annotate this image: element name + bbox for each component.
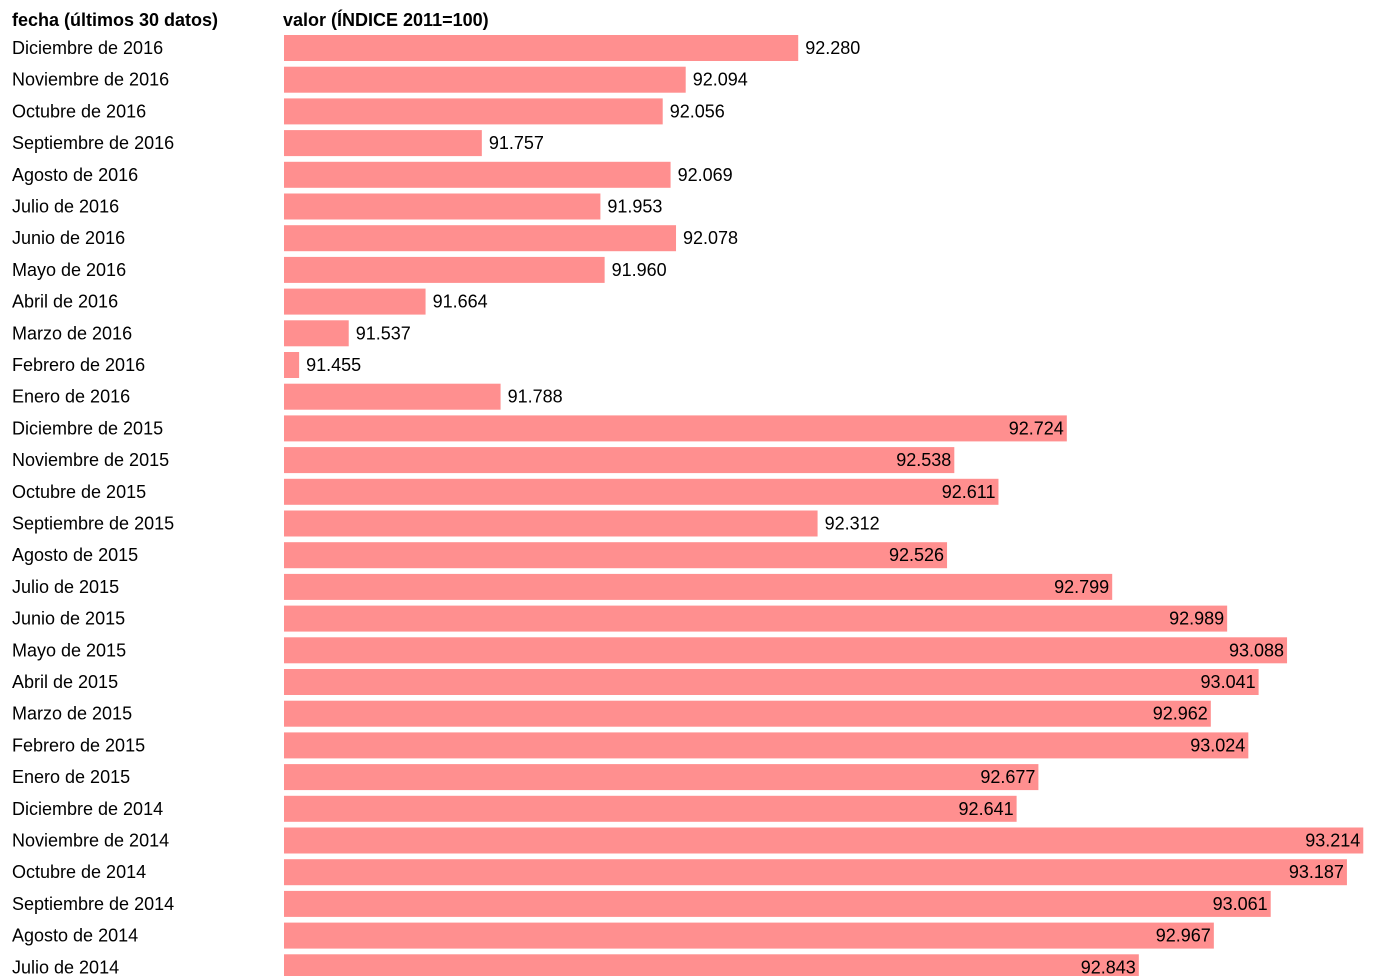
category-label: Marzo de 2015 <box>12 704 132 724</box>
category-label: Mayo de 2016 <box>12 260 126 280</box>
value-label: 92.989 <box>1169 609 1224 629</box>
category-label: Octubre de 2014 <box>12 862 146 882</box>
category-label: Marzo de 2016 <box>12 323 132 343</box>
bar <box>284 795 1017 822</box>
bar <box>284 573 1113 600</box>
bar <box>284 66 686 93</box>
value-label: 92.799 <box>1054 577 1109 597</box>
category-label: Junio de 2015 <box>12 609 125 629</box>
category-label: Diciembre de 2016 <box>12 38 163 58</box>
value-label: 93.187 <box>1289 862 1344 882</box>
bar <box>284 700 1211 727</box>
category-label: Febrero de 2015 <box>12 735 145 755</box>
category-label: Julio de 2015 <box>12 577 119 597</box>
value-label: 93.041 <box>1201 672 1256 692</box>
value-label: 92.538 <box>896 450 951 470</box>
bar <box>284 827 1364 854</box>
category-label: Agosto de 2015 <box>12 545 138 565</box>
value-label: 93.024 <box>1190 735 1245 755</box>
category-label: Agosto de 2014 <box>12 926 138 946</box>
bar <box>284 415 1067 442</box>
bar <box>284 320 349 347</box>
bar <box>284 130 482 157</box>
category-label: Septiembre de 2014 <box>12 894 174 914</box>
category-label: Mayo de 2015 <box>12 640 126 660</box>
bar <box>284 669 1259 695</box>
value-label: 91.953 <box>607 197 662 217</box>
value-label: 91.537 <box>356 323 411 343</box>
category-label: Noviembre de 2016 <box>12 70 169 90</box>
category-label: Noviembre de 2015 <box>12 450 169 470</box>
value-label: 92.094 <box>693 70 748 90</box>
bar <box>284 542 948 569</box>
value-column-header: valor (ÍNDICE 2011=100) <box>283 9 489 30</box>
category-label: Diciembre de 2015 <box>12 418 163 438</box>
value-label: 92.069 <box>678 165 733 185</box>
bar <box>284 383 501 410</box>
bar <box>284 605 1228 632</box>
value-label: 92.843 <box>1081 957 1136 976</box>
value-label: 92.724 <box>1009 418 1064 438</box>
bar <box>284 35 799 61</box>
bar <box>284 225 677 252</box>
value-label: 92.056 <box>670 101 725 121</box>
value-label: 92.611 <box>942 482 996 502</box>
value-label: 93.061 <box>1213 894 1268 914</box>
category-label: Noviembre de 2014 <box>12 831 169 851</box>
value-label: 92.526 <box>889 545 944 565</box>
category-label: Julio de 2016 <box>12 197 119 217</box>
bar <box>284 478 999 505</box>
category-label: Octubre de 2015 <box>12 482 146 502</box>
category-label: Agosto de 2016 <box>12 165 138 185</box>
value-label: 91.455 <box>306 355 361 375</box>
bar <box>284 922 1214 949</box>
value-label: 92.967 <box>1156 926 1211 946</box>
bar <box>284 954 1139 976</box>
category-label: Febrero de 2016 <box>12 355 145 375</box>
category-label: Junio de 2016 <box>12 228 125 248</box>
bar <box>284 637 1288 664</box>
category-label: Julio de 2014 <box>12 957 119 976</box>
bar <box>284 98 663 125</box>
value-label: 91.664 <box>433 292 488 312</box>
bar <box>284 161 671 188</box>
bar <box>284 859 1347 886</box>
value-label: 91.757 <box>489 133 544 153</box>
category-label: Diciembre de 2014 <box>12 799 163 819</box>
bar <box>284 732 1249 759</box>
value-label: 92.312 <box>825 514 880 534</box>
category-label: Octubre de 2016 <box>12 101 146 121</box>
bar <box>284 447 955 474</box>
value-label: 92.078 <box>683 228 738 248</box>
category-label: Septiembre de 2015 <box>12 514 174 534</box>
value-label: 93.214 <box>1305 831 1360 851</box>
category-label: Enero de 2015 <box>12 767 130 787</box>
bar <box>284 352 300 378</box>
bar <box>284 764 1039 791</box>
value-label: 91.788 <box>508 387 563 407</box>
bar <box>284 256 605 283</box>
value-label: 91.960 <box>612 260 667 280</box>
category-label: Abril de 2015 <box>12 672 118 692</box>
category-label: Enero de 2016 <box>12 387 130 407</box>
value-label: 93.088 <box>1229 640 1284 660</box>
category-label: Abril de 2016 <box>12 292 118 312</box>
value-label: 92.280 <box>805 38 860 58</box>
bar <box>284 288 426 315</box>
bar <box>284 510 818 537</box>
chart-rows: Diciembre de 2016 92.280 Noviembre de 2016… <box>12 35 1364 976</box>
bar <box>284 890 1271 917</box>
value-label: 92.641 <box>959 799 1014 819</box>
bar <box>284 193 601 220</box>
value-label: 92.677 <box>980 767 1035 787</box>
value-label: 92.962 <box>1153 704 1208 724</box>
category-label: Septiembre de 2016 <box>12 133 174 153</box>
category-column-header: fecha (últimos 30 datos) <box>12 10 218 30</box>
